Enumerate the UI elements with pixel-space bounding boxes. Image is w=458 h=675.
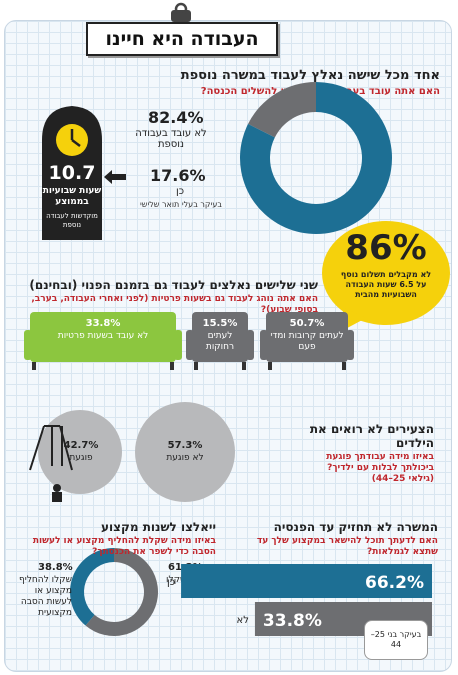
s1-no-pct: 82.4%: [148, 108, 204, 127]
bubble-text: לא מקבלים תשלום נוסף על 6.5 שעות העבודה …: [340, 270, 432, 299]
s5-note: בעיקר בני 25–44: [370, 630, 422, 649]
sofa-1: [266, 312, 348, 362]
s5-note-box: [364, 620, 428, 660]
s2-question: האם אתה נוהג לעבוד גם בשעות פרטיות (לפני…: [31, 294, 318, 315]
s1-heading: אחד מכל שישה נאלץ לעבוד במשרה נוספת: [180, 68, 440, 83]
sofa-2-label: לעתים רחוקות: [205, 331, 235, 352]
s5-bar-2-value: 33.8%: [263, 611, 322, 631]
clock-tower-icon: [42, 106, 102, 240]
nohurt-circle: [135, 402, 235, 502]
s1-donut: [239, 82, 392, 235]
s4-did-label: שקלו להחליף מקצוע או לעשות הסבה מקצועית: [19, 575, 72, 618]
s5-heading: המשרה לא תחזיק עד הפנסיה: [273, 520, 438, 534]
sofa-2-arm-2: [246, 330, 254, 360]
sofa-1-label: לעתים קרובות ומדי פעם: [270, 331, 344, 352]
sofa-2-pct: 15.5%: [202, 318, 238, 329]
s4-donut: [70, 548, 158, 637]
s3-nohurt-pct: 57.3%: [167, 440, 203, 451]
s1-yes-note: בעיקר בעלי תואר שלישי: [140, 200, 222, 209]
s3-hurts-pct: 42.7%: [63, 440, 99, 451]
s1-yes-pct: 17.6%: [150, 166, 206, 185]
s1-no-label: לא עובד בעבודה נוספת: [135, 128, 207, 150]
sofa-1-leg-1: [268, 362, 272, 370]
sofa-3-leg-1: [32, 362, 36, 370]
sofa-3-label: לא עובד בשעות פרטיות: [57, 331, 149, 341]
sofas: [24, 312, 354, 370]
s4-slice-did: [70, 548, 114, 626]
s5-bar-1: [181, 564, 432, 598]
s2-heading: שני שלישים נאלצים לעבוד גם בזמנם הפנוי (…: [29, 278, 318, 292]
child-body-icon: [52, 492, 62, 502]
hurts-circle: [38, 410, 122, 494]
s3-question: באיזו מידה עבודתך פוגעת ביכולתך לבלות עם…: [326, 452, 434, 484]
s5-bars: 66.2% כן 33.8% לא: [167, 564, 432, 636]
s4-slice-not: [85, 548, 158, 637]
s1-slice-yes: [248, 82, 316, 138]
s1-slice-no: [239, 82, 392, 235]
sofa-3-arm-2: [174, 330, 182, 360]
s3-nohurt-label: לא פוגעת: [166, 453, 204, 463]
s3-heading: הצעירים לא רואים את הילדים: [309, 422, 434, 450]
s1-yes-label: כן: [176, 186, 185, 197]
sofa-1-pct: 50.7%: [289, 318, 325, 329]
s5-bar-1-value: 66.2%: [365, 573, 424, 593]
sofa-3: [30, 312, 176, 362]
clock-sub: מוקדשות לעבודה נוספת: [46, 212, 98, 229]
clip-icon: [171, 2, 191, 22]
bubble-value: 86%: [345, 228, 427, 268]
child-icon: [53, 484, 61, 492]
page-title: העבודה היא חיינו: [86, 22, 278, 56]
s4-question: באיזו מידה שקלת להחליף מקצוע או לעשות הס…: [32, 536, 216, 557]
sofa-3-leg-2: [170, 362, 174, 370]
sofa-3-pct: 33.8%: [85, 318, 121, 329]
s5-bar-2-label: לא: [237, 615, 249, 626]
s3-hurts-label: פוגעת: [69, 453, 93, 463]
arrow-left-icon: [104, 170, 126, 184]
sofa-2-leg-1: [194, 362, 198, 370]
s5-question: האם לדעתך תוכל להישאר במקצוע שלך עד שתצא…: [256, 536, 438, 557]
sofa-2: [192, 312, 248, 362]
swing-icon: [29, 425, 73, 471]
clock-value: 10.7: [48, 162, 96, 184]
sofa-3-arm-1: [24, 330, 32, 360]
s5-bar-1-label: כן: [167, 577, 175, 588]
s4-heading: ייאלצו לשנות מקצוע: [101, 520, 216, 534]
sofa-1-arm-2: [346, 330, 354, 360]
sofa-1-arm-1: [260, 330, 268, 360]
clock-text: שעות שבועיות בממוצע: [42, 186, 102, 207]
sofa-1-leg-2: [342, 362, 346, 370]
sofa-2-arm-1: [186, 330, 194, 360]
sofa-2-leg-2: [242, 362, 246, 370]
s4-did-pct: 38.8%: [38, 562, 73, 573]
